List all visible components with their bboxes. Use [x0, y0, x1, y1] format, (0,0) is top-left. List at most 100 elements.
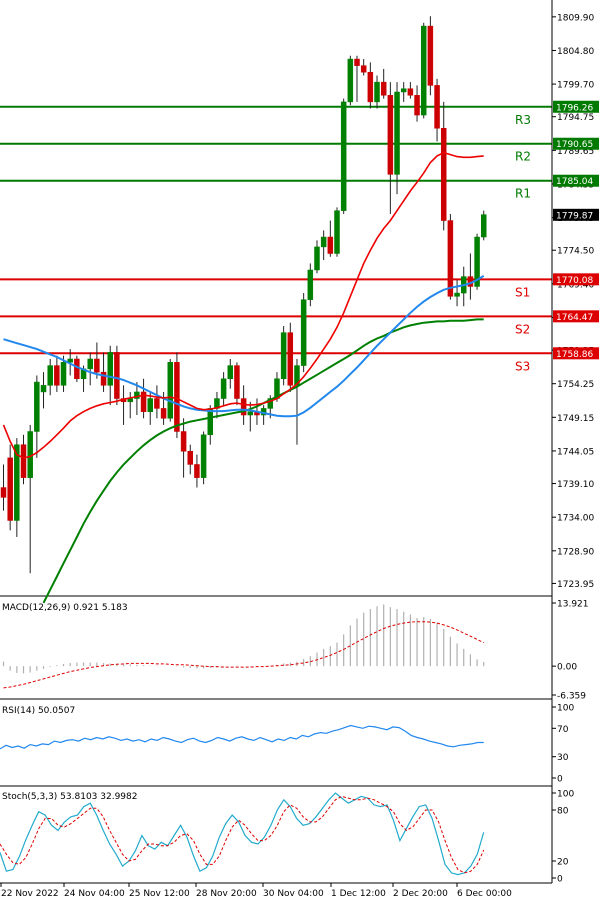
candle-body-bear — [160, 408, 167, 419]
candle-body-bull — [34, 381, 40, 432]
macd-signal-line — [3, 621, 484, 689]
price-tick-label: 1794.75 — [557, 113, 594, 123]
candle-body-bull — [220, 378, 227, 399]
candle — [407, 82, 414, 99]
price-tick-label: 1789.65 — [557, 147, 594, 157]
candle-body-bear — [180, 431, 187, 452]
candle — [354, 55, 360, 102]
candle-body-bull — [147, 398, 153, 412]
candle — [67, 349, 73, 376]
pivot-tag-r1 — [553, 174, 599, 187]
price-tick-label: 1734.00 — [557, 514, 594, 524]
candle — [34, 375, 40, 458]
candle-body-bear — [114, 352, 120, 399]
rsi-path — [0, 724, 484, 750]
pivot-name-s1: S1 — [515, 285, 530, 299]
pivot-tag-s1 — [553, 273, 599, 286]
candle — [287, 322, 294, 392]
rsi-tick-label: 70 — [557, 725, 569, 735]
candle — [327, 220, 334, 257]
candle — [420, 22, 427, 119]
candle — [400, 82, 407, 102]
candle — [334, 207, 340, 257]
candle — [380, 68, 387, 99]
candle — [200, 431, 207, 485]
candle — [414, 85, 420, 122]
price-tick-label: 1809.90 — [557, 13, 594, 23]
price-tick-label: 1799.70 — [557, 81, 594, 91]
candle-body-bull — [107, 352, 113, 386]
candle — [387, 82, 394, 214]
stochastic-label: Stoch(5,3,3) 53.8103 32.9982 — [2, 792, 137, 802]
candle-body-bear — [407, 88, 414, 96]
pivot-name-r3: R3 — [515, 113, 531, 127]
macd-tick-label: -6.359 — [557, 692, 586, 702]
candle — [320, 230, 327, 261]
moving-averages — [2, 151, 485, 604]
price-tick-label: 1723.95 — [557, 580, 594, 590]
candle-body-bull — [14, 444, 20, 521]
candle-body-bear — [414, 95, 420, 116]
stochastic-tick-label: 80 — [557, 807, 569, 817]
current-price-tag: 1779.87 — [553, 208, 599, 221]
candle — [307, 263, 314, 307]
candle — [314, 240, 320, 274]
price-tick-label: 1754.25 — [557, 380, 594, 390]
stochastic-tick-label: 20 — [557, 858, 569, 868]
rsi-line — [0, 724, 484, 750]
candle-body-bull — [314, 246, 320, 271]
candle — [174, 352, 180, 439]
candle-body-bear — [440, 128, 447, 221]
current-price-text: 1779.87 — [556, 211, 593, 221]
price-panel: 1809.901804.801799.701794.751789.651784.… — [0, 13, 599, 604]
candle-body-bull — [67, 358, 73, 363]
rsi-tick-label: 100 — [557, 704, 574, 714]
price-tick-label: 1739.10 — [557, 480, 594, 490]
candle-body-bull — [167, 362, 173, 419]
pivot-name-r1: R1 — [515, 187, 531, 201]
candle-body-bear — [74, 358, 80, 380]
current-price-tag-box — [553, 208, 599, 221]
pivot-name-s3: S3 — [515, 359, 530, 373]
price-tick-label: 1774.50 — [557, 247, 594, 257]
candle — [107, 345, 113, 406]
time-tick-label: 25 Nov 12:00 — [129, 889, 190, 899]
rsi-tick-label: 0 — [557, 775, 563, 785]
candle-body-bull — [374, 81, 380, 103]
pivot-value-s3: 1758.86 — [556, 350, 593, 360]
pivot-value-s1: 1770.08 — [556, 276, 593, 286]
candle — [294, 358, 300, 445]
candle-body-bull — [307, 269, 314, 300]
candle-body-bull — [280, 332, 287, 380]
candle-body-bull — [27, 431, 33, 478]
price-tick-label: 1804.80 — [557, 47, 594, 57]
candle — [114, 345, 120, 406]
candle-body-bull — [480, 214, 487, 238]
pivot-value-r2: 1790.65 — [556, 140, 593, 150]
time-tick-label: 30 Nov 04:00 — [263, 889, 324, 899]
pivot-name-s2: S2 — [515, 322, 530, 336]
candle-body-bear — [447, 220, 454, 297]
macd-axis: 13.921 0.00 -6.359 — [552, 600, 589, 702]
candle — [247, 401, 254, 432]
price-tick-label: 1728.90 — [557, 547, 594, 557]
candle-body-bull — [134, 391, 140, 399]
candle — [94, 342, 100, 379]
candle — [20, 434, 27, 485]
rsi-axis: 100 70 30 0 — [552, 704, 574, 785]
candle-body-bear — [100, 371, 107, 386]
candle — [220, 372, 227, 406]
candle-body-bull — [300, 299, 307, 366]
candle — [180, 418, 187, 478]
candle — [154, 385, 160, 419]
moving-average-red — [2, 151, 484, 459]
candle-body-bull — [394, 91, 400, 175]
candle — [227, 358, 234, 389]
candle — [480, 210, 487, 241]
candle-body-bear — [20, 444, 27, 478]
rsi-label: RSI(14) 50.0507 — [2, 706, 75, 716]
candle — [347, 55, 354, 106]
stochastic-k-path — [0, 792, 485, 876]
